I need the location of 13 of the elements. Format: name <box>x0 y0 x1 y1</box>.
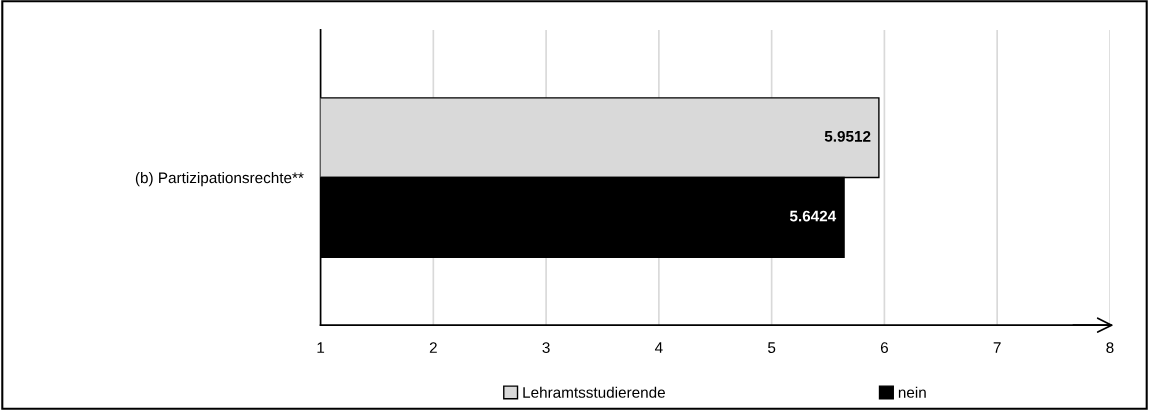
x-tick-label: 4 <box>654 342 663 353</box>
x-tick-label: 5 <box>768 342 776 354</box>
x-tick-label: 6 <box>880 342 888 354</box>
x-tick-label: 3 <box>542 342 550 354</box>
legend-label: nein <box>898 386 926 398</box>
x-tick-label: 1 <box>317 342 325 353</box>
x-tick-label: 2 <box>429 342 437 353</box>
y-tick-label: (b) Partizipationsrechte** <box>135 171 304 187</box>
data-label: 5.9512 <box>824 130 871 142</box>
x-tick-label: 8 <box>1106 342 1114 354</box>
data-label: 5.6424 <box>789 210 837 222</box>
x-tick-label: 7 <box>993 342 1001 353</box>
legend-label: Lehramtsstudierende <box>523 386 665 398</box>
